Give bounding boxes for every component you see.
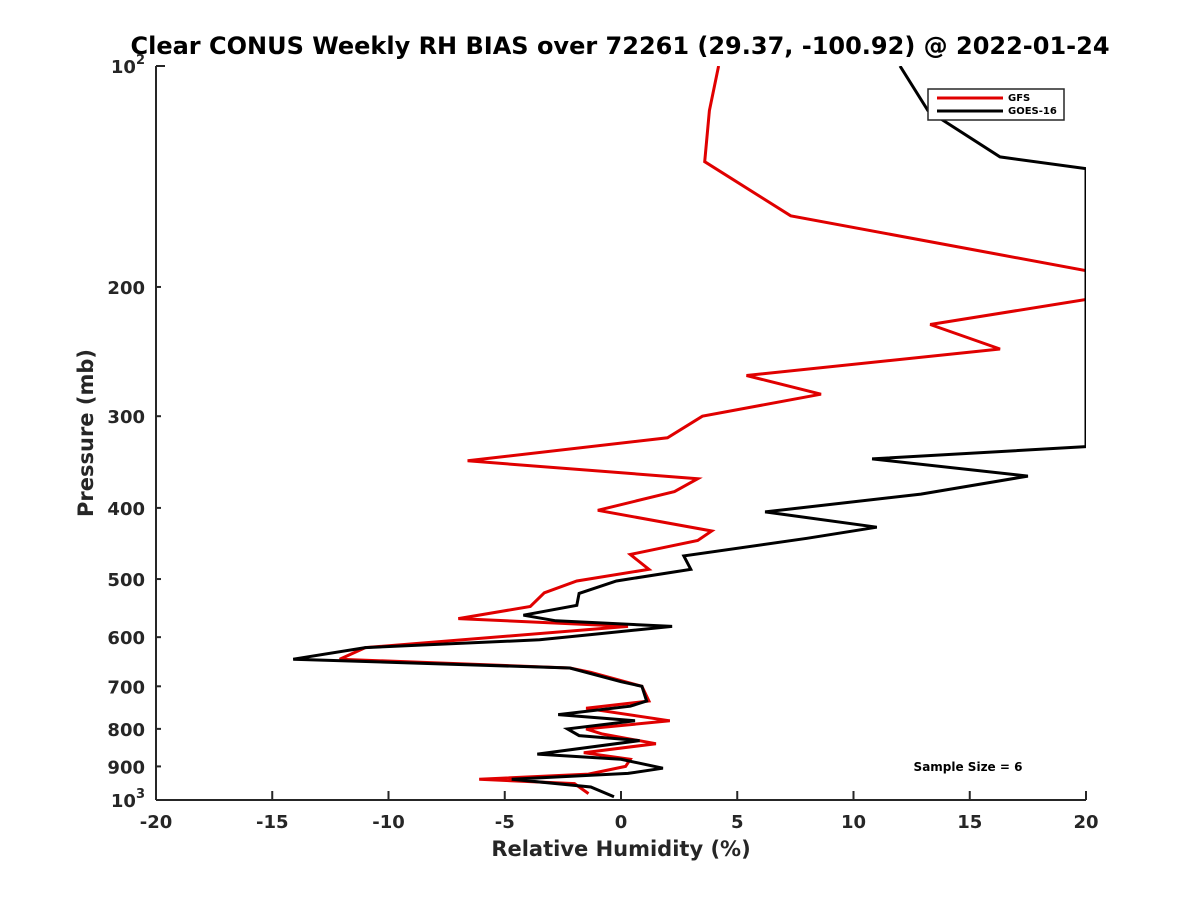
x-axis-label: Relative Humidity (%) [491, 837, 750, 861]
x-tick-label: -20 [140, 812, 173, 833]
y-tick-label: 103 [111, 787, 145, 812]
x-tick-label: 0 [615, 812, 628, 833]
x-tick-label: 10 [841, 812, 866, 833]
series-line-gfs [339, 66, 1086, 795]
y-tick-label: 900 [107, 757, 145, 778]
y-tick-label: 102 [111, 53, 145, 78]
y-tick-label: 700 [107, 677, 145, 698]
chart-title: Clear CONUS Weekly RH BIAS over 72261 (2… [130, 32, 1109, 60]
y-tick-label: 500 [107, 570, 145, 591]
series-layer [292, 66, 1086, 799]
axes: -20 -15 -10 -5 0 5 10 15 20 102 200 300 400 500 600 70… [107, 53, 1098, 833]
y-tick-label: 400 [107, 499, 145, 520]
x-ticks: -20 -15 -10 -5 0 5 10 15 20 [140, 791, 1099, 833]
y-axis-label: Pressure (mb) [74, 349, 98, 517]
legend-label-gfs: GFS [1008, 93, 1030, 104]
y-tick-label: 600 [107, 628, 145, 649]
x-tick-label: -5 [495, 812, 515, 833]
x-tick-label: 15 [957, 812, 982, 833]
x-tick-label: 20 [1073, 812, 1098, 833]
legend: GFS GOES-16 [927, 88, 1065, 121]
y-ticks: 102 200 300 400 500 600 700 800 900 103 [107, 53, 165, 812]
legend-box [927, 88, 1065, 121]
sample-size-annotation: Sample Size = 6 [914, 760, 1023, 774]
x-tick-label: -15 [256, 812, 289, 833]
y-tick-label: 300 [107, 407, 145, 428]
legend-label-goes16: GOES-16 [1008, 106, 1057, 117]
y-tick-label: 200 [107, 278, 145, 299]
series-line-goes16 [292, 66, 1086, 799]
x-tick-label: -10 [372, 812, 405, 833]
plot-area [292, 66, 1086, 799]
x-tick-label: 5 [731, 812, 744, 833]
y-tick-label: 800 [107, 720, 145, 741]
